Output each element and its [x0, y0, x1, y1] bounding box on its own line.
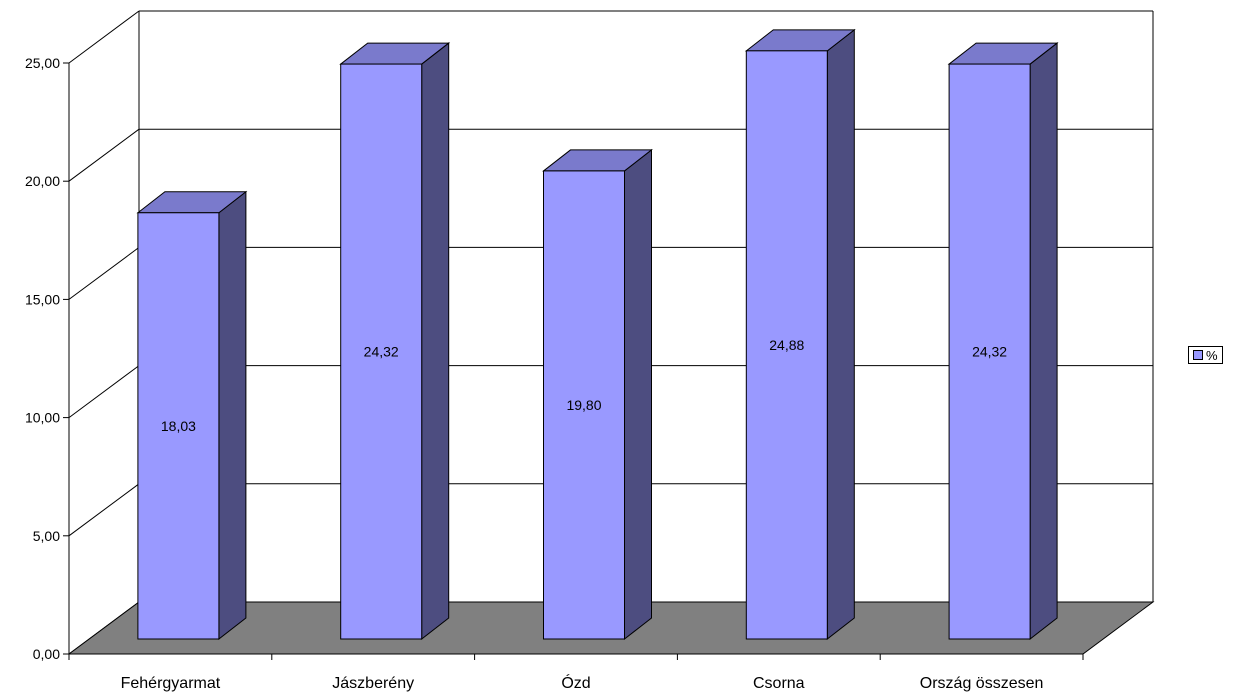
x-tick-label: Ózd: [561, 673, 590, 692]
bar-side: [218, 190, 247, 641]
bar-side: [624, 148, 652, 641]
bar-side: [826, 28, 855, 641]
side-wall-gridline: [68, 483, 140, 537]
y-tick-label: 0,00: [33, 646, 60, 662]
side-wall-gridline: [68, 365, 140, 419]
legend-swatch: [1193, 350, 1203, 360]
side-wall-gridline: [68, 128, 140, 182]
data-label: 24,32: [972, 344, 1007, 360]
data-label: 24,32: [364, 344, 399, 360]
y-tick-label: 15,00: [25, 291, 60, 307]
y-tick-label: 10,00: [25, 410, 60, 426]
legend-label: %: [1206, 347, 1218, 363]
side-wall-gridline: [68, 10, 140, 64]
x-tick-label: Ország összesen: [920, 675, 1044, 692]
side-wall-gridline: [68, 246, 140, 300]
x-tick-label: Fehérgyarmat: [121, 675, 221, 692]
data-label: 18,03: [161, 418, 196, 434]
y-tick-label: 25,00: [25, 55, 60, 71]
y-tick-label: 5,00: [33, 528, 60, 544]
x-tick-label: Csorna: [753, 675, 805, 692]
bar-side: [1029, 42, 1058, 641]
bar: [745, 50, 828, 640]
bar: [340, 63, 423, 640]
bar: [543, 170, 625, 640]
bar-side: [421, 42, 450, 641]
y-tick-label: 20,00: [25, 173, 60, 189]
data-label: 24,88: [769, 337, 804, 353]
x-tick-label: Jászberény: [332, 675, 414, 692]
bar: [137, 212, 220, 640]
legend: %: [1188, 346, 1223, 364]
data-label: 19,80: [566, 397, 601, 413]
bar: [948, 63, 1031, 640]
